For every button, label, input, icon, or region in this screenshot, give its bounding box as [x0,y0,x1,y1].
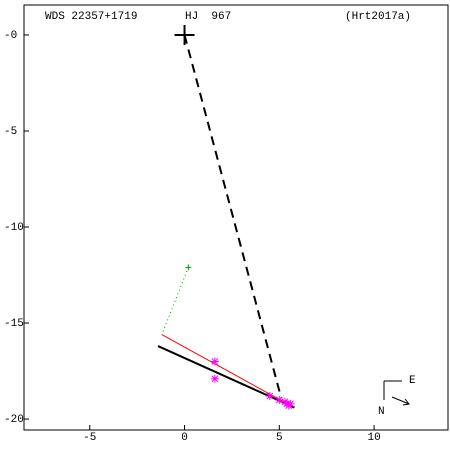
chart-title: WDS 22357+1719 [45,11,137,23]
chart-subtitle: HJ 967 [185,11,231,23]
point [185,264,192,271]
y-tick-label: -10 [4,222,24,234]
y-tick-label: -15 [4,318,24,330]
point [265,392,274,401]
frame [23,4,449,431]
point [210,374,219,383]
point [286,399,295,408]
point [210,357,219,366]
annotation: (Hrt2017a) [345,11,411,23]
y-tick-label: -20 [4,414,24,426]
x-tick-label: 0 [181,432,188,444]
compass-north: N [378,406,385,418]
y-tick-label: -5 [4,126,17,138]
x-tick-label: 5 [276,432,283,444]
point [174,24,195,45]
compass: E N [378,375,416,418]
orbit-line [161,334,291,407]
y-tick-label: -0 [4,30,17,42]
x-tick-label: 10 [367,432,380,444]
orbit-line [183,34,283,399]
compass-arrow [391,396,410,406]
orbit-line [161,267,189,335]
compass-east: E [409,375,416,387]
x-tick-label: -5 [83,432,96,444]
point [275,395,284,404]
